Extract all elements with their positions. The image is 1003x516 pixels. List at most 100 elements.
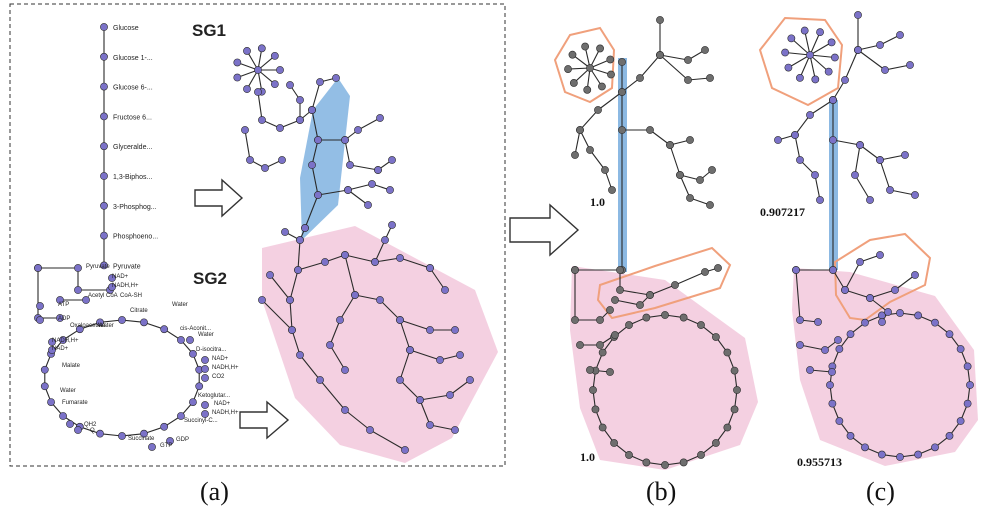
graph-node — [656, 51, 664, 59]
edge — [399, 257, 431, 269]
chain-node — [100, 82, 108, 91]
cycle-label: Water — [198, 332, 214, 338]
graph-node — [642, 313, 651, 322]
graph-node — [596, 316, 604, 324]
graph-node — [341, 406, 349, 414]
region-hulls — [262, 58, 978, 470]
edge — [399, 349, 411, 381]
graph-node — [276, 124, 284, 132]
edge — [344, 254, 356, 296]
graph-node — [396, 254, 404, 262]
edge — [659, 54, 689, 61]
graph-node — [366, 426, 374, 434]
cofactor-node — [36, 302, 44, 310]
graph-node — [569, 79, 578, 87]
graph-node — [784, 63, 793, 72]
score-c-bottom: 0.955713 — [797, 455, 842, 469]
graph-node — [608, 186, 616, 194]
graph-node — [426, 326, 434, 334]
graph-node — [59, 336, 67, 344]
graph-node — [824, 67, 833, 76]
cofactor-node — [148, 443, 156, 451]
graph-node — [956, 345, 965, 353]
graph-node — [278, 156, 286, 164]
cycle-label: Malate — [62, 363, 81, 369]
cofactor-node — [201, 374, 209, 382]
graph-node — [876, 251, 884, 259]
graph-node — [816, 196, 824, 204]
graph-node — [586, 146, 594, 154]
edge — [311, 81, 321, 111]
graph-node — [281, 228, 289, 236]
chain-label: Glucose — [113, 25, 139, 32]
chain-label: Glucose 6-... — [113, 85, 153, 92]
edge — [297, 239, 301, 271]
graph-node — [884, 308, 892, 316]
graph-node — [466, 376, 474, 384]
edge — [795, 269, 801, 321]
graph-node — [276, 66, 284, 74]
cycle-label: NADH,H+ — [112, 283, 139, 289]
edge — [790, 37, 811, 56]
graph-node — [286, 81, 294, 89]
cycle-label: D-isocitra... — [196, 347, 227, 353]
graph-node — [140, 429, 148, 438]
cycle-label: Fumarate — [62, 400, 88, 406]
edge — [261, 299, 293, 331]
graph-node — [296, 96, 304, 104]
graph-node — [963, 399, 972, 408]
graph-node — [583, 85, 592, 94]
edge — [299, 354, 321, 381]
graph-node — [914, 450, 923, 459]
graph-node — [618, 126, 626, 134]
edge — [879, 154, 906, 161]
graph-node — [416, 396, 424, 404]
score-b-top: 1.0 — [590, 195, 605, 209]
graph-node — [877, 450, 886, 459]
graph-node — [364, 201, 372, 209]
graph-node — [446, 391, 454, 399]
graph-node — [96, 318, 104, 327]
graph-node — [666, 141, 674, 149]
graph-node — [160, 325, 169, 334]
graph-node — [332, 74, 340, 82]
edge — [289, 269, 299, 301]
graph-node — [388, 221, 396, 229]
graph-node — [611, 331, 619, 339]
graph-node — [351, 291, 359, 299]
cycle-label: Pyruvate — [86, 264, 110, 270]
graph-node — [866, 196, 874, 204]
graph-node — [661, 311, 669, 319]
graph-node — [835, 417, 844, 425]
graph-node — [796, 156, 804, 164]
edge — [429, 267, 446, 291]
graph-node — [270, 80, 279, 89]
blue-hull-a — [300, 78, 350, 240]
pathway-chain-labels: Glucose Glucose 1-... Glucose 6-... Fructos… — [113, 25, 158, 270]
graph-node — [701, 268, 709, 276]
graph-node — [177, 412, 185, 420]
graph-node — [800, 26, 809, 35]
graph-node — [336, 316, 344, 324]
graph-node — [834, 336, 842, 344]
graph-node — [59, 412, 67, 420]
graph-node — [589, 386, 597, 394]
graph-node — [344, 186, 352, 194]
graph-node — [321, 258, 329, 266]
chain-node — [100, 112, 108, 121]
graph-node — [679, 313, 688, 322]
edge — [659, 54, 689, 81]
graph-node — [714, 264, 722, 272]
edge — [311, 139, 319, 166]
cofactor-node — [36, 316, 44, 324]
graph-node — [341, 251, 349, 259]
graph-node — [876, 156, 884, 164]
cycle-label: NADH,H+ — [212, 365, 239, 371]
graph-node — [586, 366, 594, 374]
graph-node — [701, 46, 709, 54]
cofactor-node — [201, 401, 209, 409]
cycle-label: NADH,H+ — [52, 338, 79, 344]
graph-node — [436, 356, 444, 364]
graph-node — [374, 166, 382, 174]
graph-node — [646, 291, 654, 299]
